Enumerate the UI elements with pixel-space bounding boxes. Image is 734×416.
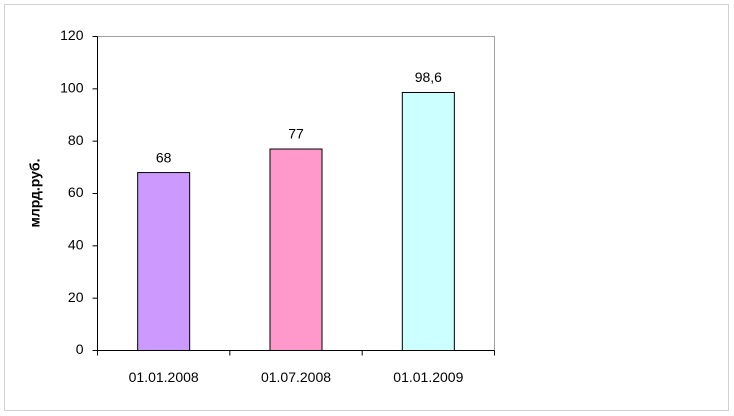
x-tick-label: 01.07.2008 <box>261 369 331 385</box>
y-axis-label: млрд.руб. <box>27 159 43 228</box>
bar <box>269 148 323 351</box>
x-tick-label: 01.01.2009 <box>393 369 463 385</box>
bar <box>137 172 191 351</box>
y-tick-label: 20 <box>68 289 84 305</box>
y-tick-label: 80 <box>68 132 84 148</box>
bar <box>401 91 455 351</box>
y-tick-label: 60 <box>68 184 84 200</box>
y-tick-label: 100 <box>60 80 84 96</box>
chart-frame <box>4 4 729 411</box>
x-tick-label: 01.01.2008 <box>129 369 199 385</box>
value-label: 68 <box>156 149 172 165</box>
value-label: 98,6 <box>415 69 442 85</box>
y-tick-label: 0 <box>76 341 84 357</box>
y-tick-label: 120 <box>60 27 84 43</box>
value-label: 77 <box>288 126 304 142</box>
y-tick-label: 40 <box>68 237 84 253</box>
